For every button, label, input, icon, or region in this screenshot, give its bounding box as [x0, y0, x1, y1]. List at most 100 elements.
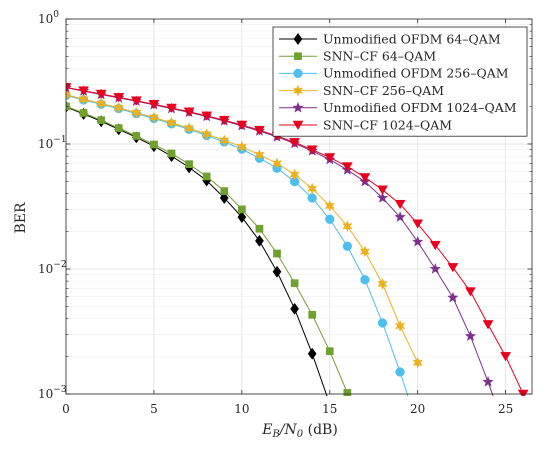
y-tick-exponent: −1: [53, 135, 66, 145]
legend: Unmodified OFDM 64–QAM SNN–CF 64–QAM Unmod…: [272, 26, 528, 137]
marker-star6: [324, 199, 335, 212]
legend-item: SNN–CF 64–QAM: [279, 49, 436, 64]
y-tick-exponent: 0: [53, 10, 59, 20]
y-tick-label: 10−3: [38, 385, 67, 401]
y-tick-label: 100: [38, 10, 59, 26]
marker-star6: [342, 220, 353, 233]
marker-square: [325, 347, 334, 356]
marker-square: [308, 310, 317, 319]
y-tick-base: 10: [38, 262, 53, 276]
series-4: [66, 88, 423, 369]
marker-star6: [183, 122, 195, 135]
marker-square: [290, 279, 299, 288]
marker-square: [202, 172, 211, 181]
marker-square: [79, 109, 88, 117]
marker-star6: [201, 128, 212, 141]
legend-box: [272, 26, 528, 137]
marker-square: [97, 116, 106, 125]
x-axis-label-e: E: [261, 422, 272, 438]
x-axis-label-slash-n: /N: [278, 422, 298, 438]
legend-item: SNN–CF 256–QAM: [279, 83, 444, 98]
marker-square: [237, 205, 246, 214]
legend-label: Unmodified OFDM 1024–QAM: [323, 100, 517, 115]
x-tick-label: 5: [150, 402, 158, 416]
marker-star5: [376, 192, 389, 203]
x-axis-label: EB/N0 (dB): [261, 422, 338, 440]
legend-item: Unmodified OFDM 1024–QAM: [279, 100, 517, 115]
legend-label: Unmodified OFDM 256–QAM: [323, 66, 509, 81]
marker-diamond: [255, 234, 264, 247]
marker-star6: [113, 101, 124, 114]
marker-diamond: [290, 302, 300, 315]
series-6: [66, 83, 529, 396]
series-line: [66, 106, 328, 396]
marker-square: [167, 149, 176, 158]
marker-triangle-down: [183, 107, 195, 117]
marker-star5: [447, 291, 459, 303]
marker-diamond: [307, 347, 317, 360]
marker-star6: [236, 140, 247, 153]
marker-star6: [78, 93, 89, 106]
marker-triangle-down: [166, 103, 177, 114]
y-tick-label: 10−2: [38, 260, 67, 276]
marker-triangle-down: [253, 125, 265, 136]
marker-star5: [292, 101, 304, 113]
legend-label: SNN–CF 64–QAM: [323, 49, 436, 64]
marker-star6: [292, 84, 304, 97]
marker-circle: [342, 241, 353, 251]
marker-star6: [412, 356, 423, 369]
x-tick-label: 0: [62, 402, 70, 416]
marker-star5: [482, 375, 494, 387]
legend-label: Unmodified OFDM 64–QAM: [323, 31, 501, 46]
legend-item: Unmodified OFDM 256–QAM: [279, 66, 509, 81]
marker-triangle-down: [465, 287, 476, 297]
marker-triangle-down: [306, 145, 318, 155]
marker-star6: [254, 148, 265, 161]
axes-frame: [65, 18, 533, 395]
marker-triangle-down: [377, 185, 388, 195]
marker-circle: [307, 193, 317, 203]
legend-label: SNN–CF 256–QAM: [323, 83, 444, 98]
marker-star6: [307, 182, 318, 195]
marker-star5: [464, 330, 477, 342]
y-tick-exponent: −3: [53, 385, 67, 395]
marker-triangle-down: [130, 96, 142, 106]
marker-square: [294, 52, 302, 61]
marker-star6: [359, 245, 371, 258]
marker-triangle-down: [500, 352, 512, 362]
marker-circle: [293, 68, 303, 79]
marker-triangle-down: [324, 153, 336, 163]
marker-star6: [289, 168, 300, 181]
marker-triangle-down: [412, 219, 424, 229]
marker-triangle-down: [236, 120, 248, 130]
y-tick-base: 10: [38, 387, 53, 401]
y-tick-exponent: −2: [53, 260, 66, 270]
y-tick-base: 10: [38, 12, 53, 26]
marker-triangle-down: [341, 162, 353, 172]
marker-triangle-down: [95, 89, 107, 100]
x-axis-label-sub-0: 0: [297, 429, 304, 440]
x-axis-label-sub-b: B: [271, 429, 279, 440]
marker-square: [255, 224, 264, 233]
marker-star5: [412, 235, 424, 247]
marker-star6: [377, 277, 388, 290]
series-2: [66, 102, 352, 396]
marker-circle: [325, 214, 335, 224]
y-axis-label: BER: [13, 202, 29, 234]
marker-diamond: [293, 32, 303, 46]
marker-star6: [219, 134, 230, 147]
x-tick-label: 15: [322, 402, 337, 416]
marker-diamond: [272, 265, 282, 278]
marker-star6: [166, 116, 177, 129]
marker-star6: [131, 106, 142, 119]
marker-triangle-down: [289, 138, 301, 148]
x-tick-label: 10: [234, 402, 249, 416]
legend-item: Unmodified OFDM 64–QAM: [279, 31, 501, 46]
series-layer: [66, 81, 529, 396]
x-axis-label-unit: (dB): [303, 422, 338, 438]
marker-triangle-down: [359, 173, 371, 183]
marker-triangle-down: [201, 111, 213, 121]
marker-triangle-down: [66, 83, 72, 93]
